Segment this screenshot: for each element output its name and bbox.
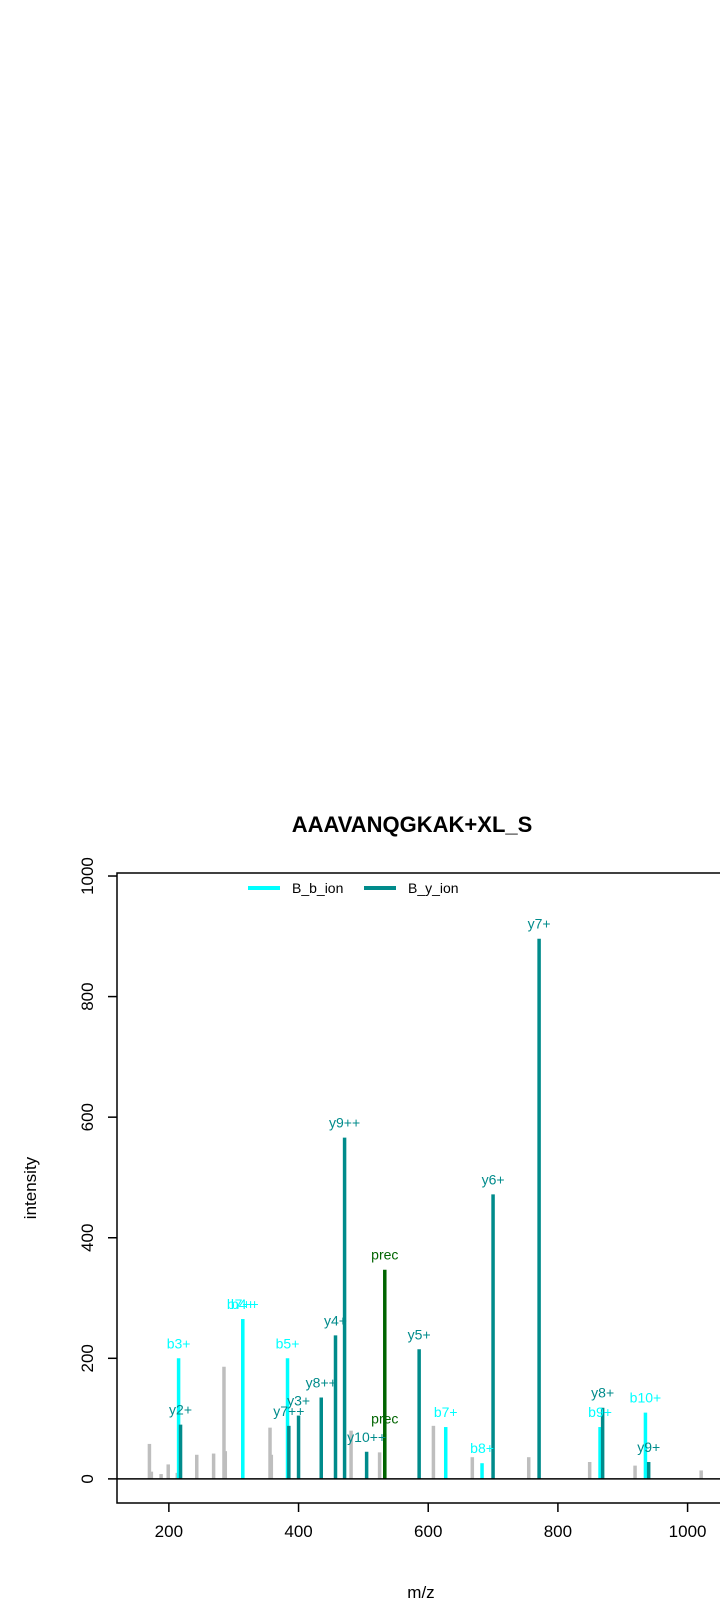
- y-tick-label: 1000: [78, 857, 97, 895]
- b-b-ion-peak-label: b7++: [227, 1296, 259, 1312]
- b-y-ion-peak-label: y2+: [169, 1402, 192, 1418]
- prec-peak-label: prec: [371, 1411, 398, 1427]
- y-tick-label: 0: [78, 1474, 97, 1483]
- x-tick-label: 600: [414, 1522, 442, 1541]
- b-b-ion-peak-label: b8+: [470, 1440, 494, 1456]
- b-y-ion-peak-label: y4+: [324, 1312, 347, 1328]
- b-y-ion-peak-label: y7++: [273, 1403, 304, 1419]
- b-y-ion-peak-label: y3+: [287, 1393, 310, 1409]
- legend-label: B_b_ion: [292, 880, 343, 896]
- b-y-ion-peak-label: y10++: [347, 1429, 386, 1445]
- legend-label: B_y_ion: [408, 880, 459, 896]
- b-y-ion-peak-label: y6+: [482, 1171, 505, 1187]
- b-y-ion-peak-label: y7+: [528, 916, 551, 932]
- x-tick-label: 800: [544, 1522, 572, 1541]
- x-tick-label: 1000: [669, 1522, 707, 1541]
- x-axis-label: m/z: [407, 1583, 434, 1602]
- y-tick-label: 400: [78, 1224, 97, 1252]
- y-tick-label: 600: [78, 1103, 97, 1131]
- x-tick-label: 400: [284, 1522, 312, 1541]
- prec-peak-label: prec: [371, 1247, 398, 1263]
- b-y-ion-peak-label: y9+: [637, 1439, 660, 1455]
- b-b-ion-peak-label: b7+: [434, 1404, 458, 1420]
- plot-box: [116, 872, 720, 1504]
- y-tick-label: 200: [78, 1344, 97, 1372]
- b-b-ion-peak-label: b5+: [276, 1335, 300, 1351]
- b-y-ion-peak-label: y8+: [591, 1385, 614, 1401]
- b-y-ion-peak-label: y9++: [329, 1115, 360, 1131]
- b-b-ion-peak-label: b9+: [588, 1404, 612, 1420]
- plot-frame: [116, 872, 720, 1504]
- b-b-ion-peak-label: b4+: [231, 1296, 255, 1312]
- chart-title: AAAVANQGKAK+XL_S: [292, 812, 533, 837]
- y-axis-label: intensity: [21, 1156, 40, 1219]
- y-tick-label: 800: [78, 982, 97, 1010]
- peak-layer: [147, 938, 703, 1479]
- axes: 200 400 600 800 1000 0 200 400 600 800 1000: [78, 857, 720, 1541]
- b-b-ion-peak-label: b10+: [630, 1390, 662, 1406]
- legend: B_b_ion B_y_ion: [248, 880, 459, 896]
- peak-label-layer: b3+ b7++b4+ b5+ b7+ b8+ b9+ b10+ y2+ y7++y3+ y8++…: [167, 916, 661, 1456]
- x-tick-label: 200: [155, 1522, 183, 1541]
- b-b-ion-peak-label: b3+: [167, 1335, 191, 1351]
- b-y-ion-peak-label: y5+: [408, 1326, 431, 1342]
- b-y-ion-peak-label: y8++: [306, 1374, 337, 1390]
